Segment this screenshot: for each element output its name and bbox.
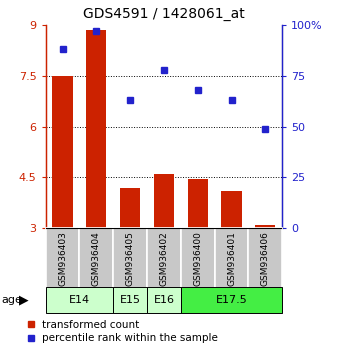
- Bar: [154, 174, 174, 228]
- Bar: [248, 228, 282, 289]
- Text: GSM936405: GSM936405: [126, 231, 135, 286]
- Bar: [113, 228, 147, 289]
- Bar: [147, 228, 181, 289]
- Text: GSM936401: GSM936401: [227, 231, 236, 286]
- Bar: [215, 228, 248, 289]
- Text: E16: E16: [153, 295, 174, 305]
- Text: ▶: ▶: [19, 294, 28, 307]
- Text: E14: E14: [69, 295, 90, 305]
- Text: E15: E15: [120, 295, 141, 305]
- Bar: [188, 179, 208, 228]
- Bar: [181, 228, 215, 289]
- Text: age: age: [2, 295, 23, 305]
- Bar: [113, 287, 147, 313]
- Bar: [46, 228, 79, 289]
- Text: GSM936400: GSM936400: [193, 231, 202, 286]
- Bar: [79, 228, 113, 289]
- Text: E17.5: E17.5: [216, 295, 247, 305]
- Text: GSM936402: GSM936402: [160, 231, 168, 286]
- Bar: [221, 191, 242, 228]
- Text: GSM936403: GSM936403: [58, 231, 67, 286]
- Bar: [255, 225, 275, 228]
- Bar: [147, 287, 181, 313]
- Legend: transformed count, percentile rank within the sample: transformed count, percentile rank withi…: [28, 320, 218, 343]
- Title: GDS4591 / 1428061_at: GDS4591 / 1428061_at: [83, 7, 245, 21]
- Text: GSM936404: GSM936404: [92, 231, 101, 286]
- Bar: [46, 287, 113, 313]
- Bar: [181, 287, 282, 313]
- Bar: [86, 30, 106, 228]
- Text: GSM936406: GSM936406: [261, 231, 270, 286]
- Bar: [52, 76, 73, 228]
- Bar: [120, 188, 140, 228]
